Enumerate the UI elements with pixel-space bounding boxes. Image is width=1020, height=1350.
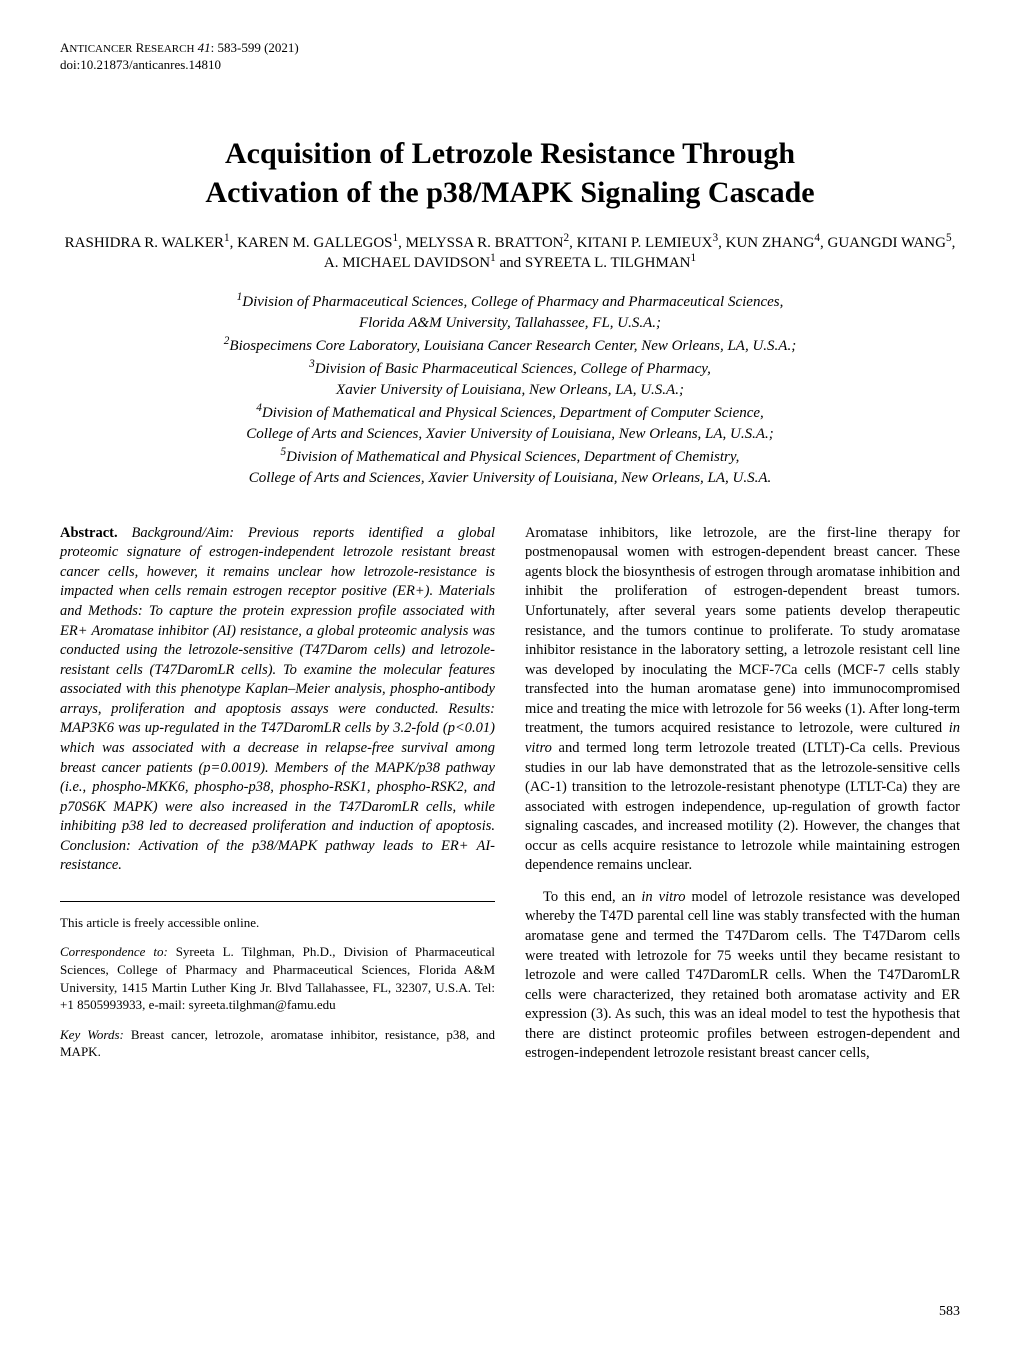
journal-header: ANTICANCER RESEARCH 41: 583-599 (2021) d… — [60, 40, 960, 74]
journal-name: ANTICANCER RESEARCH — [60, 40, 194, 55]
correspondence-label: Correspondence to: — [60, 944, 168, 959]
title-line-2: Activation of the p38/MAPK Signaling Cas… — [60, 173, 960, 212]
affiliation-5: 5Division of Mathematical and Physical S… — [60, 445, 960, 468]
article-title: Acquisition of Letrozole Resistance Thro… — [60, 134, 960, 212]
intro-paragraph-1: Aromatase inhibitors, like letrozole, ar… — [525, 524, 960, 876]
left-column: Abstract. Background/Aim: Previous repor… — [60, 524, 495, 1076]
author-list: RASHIDRA R. WALKER1, KAREN M. GALLEGOS1,… — [60, 232, 960, 272]
affiliation-5b: College of Arts and Sciences, Xavier Uni… — [60, 468, 960, 489]
keywords: Key Words: Breast cancer, letrozole, aro… — [60, 1026, 495, 1061]
journal-citation: ANTICANCER RESEARCH 41: 583-599 (2021) — [60, 40, 960, 57]
footer-divider — [60, 901, 495, 902]
correspondence: Correspondence to: Syreeta L. Tilghman, … — [60, 943, 495, 1013]
doi: doi:10.21873/anticanres.14810 — [60, 57, 960, 74]
affiliation-3: 3Division of Basic Pharmaceutical Scienc… — [60, 357, 960, 380]
keywords-label: Key Words: — [60, 1027, 124, 1042]
journal-pages: : 583-599 (2021) — [211, 40, 299, 55]
two-column-body: Abstract. Background/Aim: Previous repor… — [60, 524, 960, 1076]
right-column: Aromatase inhibitors, like letrozole, ar… — [525, 524, 960, 1076]
affiliation-3b: Xavier University of Louisiana, New Orle… — [60, 380, 960, 401]
abstract-block: Abstract. Background/Aim: Previous repor… — [60, 524, 495, 876]
affiliation-4: 4Division of Mathematical and Physical S… — [60, 401, 960, 424]
journal-volume: 41 — [198, 40, 211, 55]
affiliation-2: 2Biospecimens Core Laboratory, Louisiana… — [60, 334, 960, 357]
affiliation-1b: Florida A&M University, Tallahassee, FL,… — [60, 313, 960, 334]
title-line-1: Acquisition of Letrozole Resistance Thro… — [60, 134, 960, 173]
abstract-label: Abstract. — [60, 525, 118, 541]
page-number: 583 — [939, 1304, 960, 1320]
intro-paragraph-2: To this end, an in vitro model of letroz… — [525, 888, 960, 1064]
affiliation-1: 1Division of Pharmaceutical Sciences, Co… — [60, 290, 960, 313]
affiliations: 1Division of Pharmaceutical Sciences, Co… — [60, 290, 960, 489]
abstract-text: Background/Aim: Previous reports identif… — [60, 525, 495, 874]
access-note: This article is freely accessible online… — [60, 914, 495, 932]
affiliation-4b: College of Arts and Sciences, Xavier Uni… — [60, 424, 960, 445]
keywords-text: Breast cancer, letrozole, aromatase inhi… — [60, 1027, 495, 1060]
